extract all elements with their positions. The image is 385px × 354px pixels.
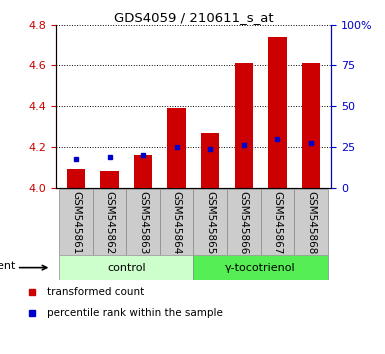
Bar <box>134 155 152 188</box>
Text: GSM545862: GSM545862 <box>105 192 114 255</box>
Text: GSM545863: GSM545863 <box>138 192 148 255</box>
Text: GSM545867: GSM545867 <box>273 192 282 255</box>
Bar <box>160 189 194 255</box>
Bar <box>201 133 219 188</box>
Text: GSM545866: GSM545866 <box>239 192 249 255</box>
Bar <box>59 189 93 255</box>
Bar <box>167 108 186 188</box>
Bar <box>100 171 119 188</box>
Bar <box>294 189 328 255</box>
Text: GSM545864: GSM545864 <box>172 192 182 255</box>
Bar <box>234 63 253 188</box>
Text: control: control <box>107 263 146 273</box>
Bar <box>227 189 261 255</box>
Text: agent: agent <box>0 261 16 272</box>
Text: GSM545865: GSM545865 <box>205 192 215 255</box>
Bar <box>93 189 126 255</box>
Bar <box>261 189 294 255</box>
Title: GDS4059 / 210611_s_at: GDS4059 / 210611_s_at <box>114 11 273 24</box>
Bar <box>126 189 160 255</box>
Text: percentile rank within the sample: percentile rank within the sample <box>47 308 223 318</box>
Bar <box>268 37 286 188</box>
Text: transformed count: transformed count <box>47 287 144 297</box>
Text: GSM545861: GSM545861 <box>71 192 81 255</box>
Bar <box>194 189 227 255</box>
Bar <box>194 255 328 280</box>
Text: GSM545868: GSM545868 <box>306 192 316 255</box>
Bar <box>59 255 194 280</box>
Text: γ-tocotrienol: γ-tocotrienol <box>225 263 296 273</box>
Bar <box>302 63 320 188</box>
Bar <box>67 169 85 188</box>
